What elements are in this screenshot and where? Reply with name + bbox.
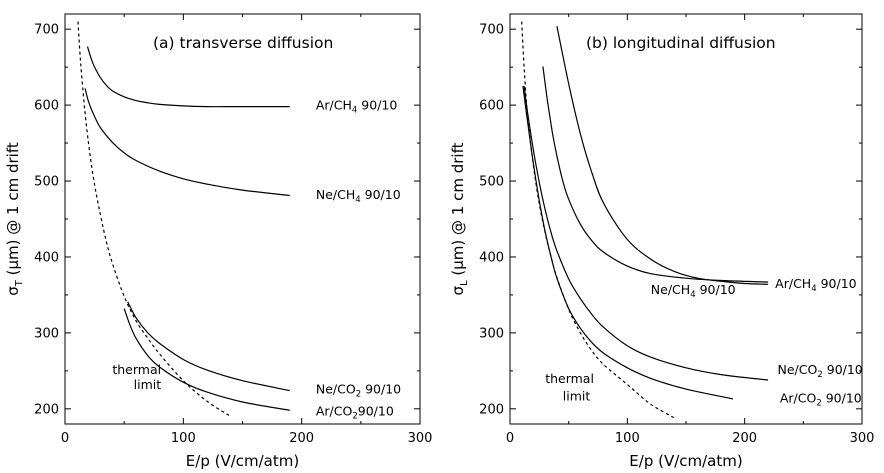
series-line-ar-co2 — [522, 86, 734, 400]
x-tick-label: 100 — [615, 431, 640, 446]
series-label-ne-ch4: Ne/CH4 90/10 — [316, 187, 401, 205]
series-label-name: Ar/CO — [780, 391, 817, 406]
series-label-subscript: 4 — [690, 290, 695, 300]
series-label-name: Ar/CO — [316, 404, 353, 419]
y-tick-label: 400 — [34, 250, 59, 265]
x-tick-label: 0 — [61, 431, 69, 446]
y-tick-label: 500 — [479, 175, 504, 190]
panel-title: (a) transverse diffusion — [153, 34, 333, 52]
series-label-name: Ne/CH — [651, 282, 690, 297]
series-label-thermal-line2: limit — [134, 377, 162, 392]
series-line-thermal — [521, 21, 675, 419]
x-tick-label: 100 — [171, 431, 196, 446]
y-tick-label: 200 — [479, 402, 504, 417]
series-line-ne-co2 — [127, 301, 290, 392]
series-label-suffix: 90/10 — [822, 391, 862, 406]
x-tick-label: 200 — [289, 431, 314, 446]
y-axis-title-subscript: L — [459, 280, 470, 286]
y-axis-title: σT (μm) @ 1 cm drift — [4, 142, 25, 296]
y-tick-label: 700 — [479, 23, 504, 38]
series-label-name: thermal — [545, 371, 594, 386]
series-label-thermal: thermal — [545, 371, 594, 386]
series-label-ne-co2: Ne/CO2 90/10 — [316, 382, 401, 400]
y-tick-label: 700 — [34, 23, 59, 38]
series-label-suffix: 90/10 — [696, 282, 736, 297]
series-label-ar-co2: Ar/CO290/10 — [316, 404, 394, 422]
x-tick-label: 0 — [506, 431, 514, 446]
x-tick-label: 200 — [732, 431, 757, 446]
series-line-ar-ch4 — [556, 25, 769, 285]
series-label-name: Ne/CO — [778, 362, 818, 377]
y-tick-label: 300 — [479, 326, 504, 341]
series-label-ar-co2: Ar/CO2 90/10 — [780, 391, 862, 409]
series-label-ar-ch4: Ar/CH4 90/10 — [775, 276, 856, 294]
series-label-ne-co2: Ne/CO2 90/10 — [778, 362, 863, 380]
series-line-ar-ch4 — [86, 46, 290, 108]
series-label-suffix: 90/10 — [357, 98, 397, 113]
series-label-subscript: 2 — [352, 412, 357, 422]
series-label-subscript: 4 — [355, 195, 360, 205]
series-label-subscript: 4 — [352, 106, 357, 116]
series-label-name: Ar/CH — [316, 98, 352, 113]
x-tick-label: 300 — [408, 431, 433, 446]
series-label-thermal-line2: limit — [563, 388, 591, 403]
series-label-name: Ar/CH — [775, 276, 811, 291]
y-tick-label: 500 — [34, 175, 59, 190]
series-label-ne-ch4: Ne/CH4 90/10 — [651, 282, 736, 300]
series-label-name: Ne/CO — [316, 382, 356, 397]
series-label-subscript: 4 — [811, 284, 816, 294]
y-axis-title-rest: (μm) @ 1 cm drift — [449, 142, 467, 280]
series-label-subscript: 2 — [356, 390, 361, 400]
panel-a: 0 100 200 300 200 300 400 500 600 700 (a) transver… — [4, 13, 433, 470]
series-label-name: thermal — [112, 362, 161, 377]
y-tick-label: 200 — [34, 402, 59, 417]
x-tick-label: 300 — [850, 431, 875, 446]
y-tick-label: 600 — [34, 99, 59, 114]
series-label-suffix: 90/10 — [361, 382, 401, 397]
x-axis-title: E/p (V/cm/atm) — [186, 452, 299, 470]
series-line-ne-ch4 — [84, 88, 290, 197]
series-label-thermal: thermal — [112, 362, 161, 377]
y-axis-title-symbol: σ — [4, 286, 22, 296]
series-label-suffix: 90/10 — [358, 404, 394, 419]
x-axis-title: E/p (V/cm/atm) — [629, 452, 742, 470]
series-label-suffix: 90/10 — [823, 362, 863, 377]
series-label-subscript: 2 — [817, 370, 822, 380]
series-label-suffix: 90/10 — [817, 276, 857, 291]
series-label-name: Ne/CH — [316, 187, 355, 202]
y-tick-label: 400 — [479, 250, 504, 265]
y-axis-title-rest: (μm) @ 1 cm drift — [4, 142, 22, 280]
y-tick-label: 300 — [34, 326, 59, 341]
panel-b: 0 100 200 300 200 300 400 500 600 700 (b) longitud… — [449, 13, 875, 470]
panel-title: (b) longitudinal diffusion — [586, 34, 776, 52]
y-tick-label: 600 — [479, 99, 504, 114]
series-line-thermal — [77, 21, 232, 417]
series-label-suffix: 90/10 — [361, 187, 401, 202]
series-line-ne-co2 — [523, 86, 769, 381]
y-axis-title-symbol: σ — [449, 285, 467, 295]
series-line-ne-ch4 — [542, 66, 769, 283]
series-label-ar-ch4: Ar/CH4 90/10 — [316, 98, 397, 116]
series-line-ar-co2 — [123, 308, 290, 411]
series-label-subscript: 2 — [816, 399, 821, 409]
y-axis-title: σL (μm) @ 1 cm drift — [449, 142, 470, 295]
y-axis-title-subscript: T — [14, 279, 25, 287]
